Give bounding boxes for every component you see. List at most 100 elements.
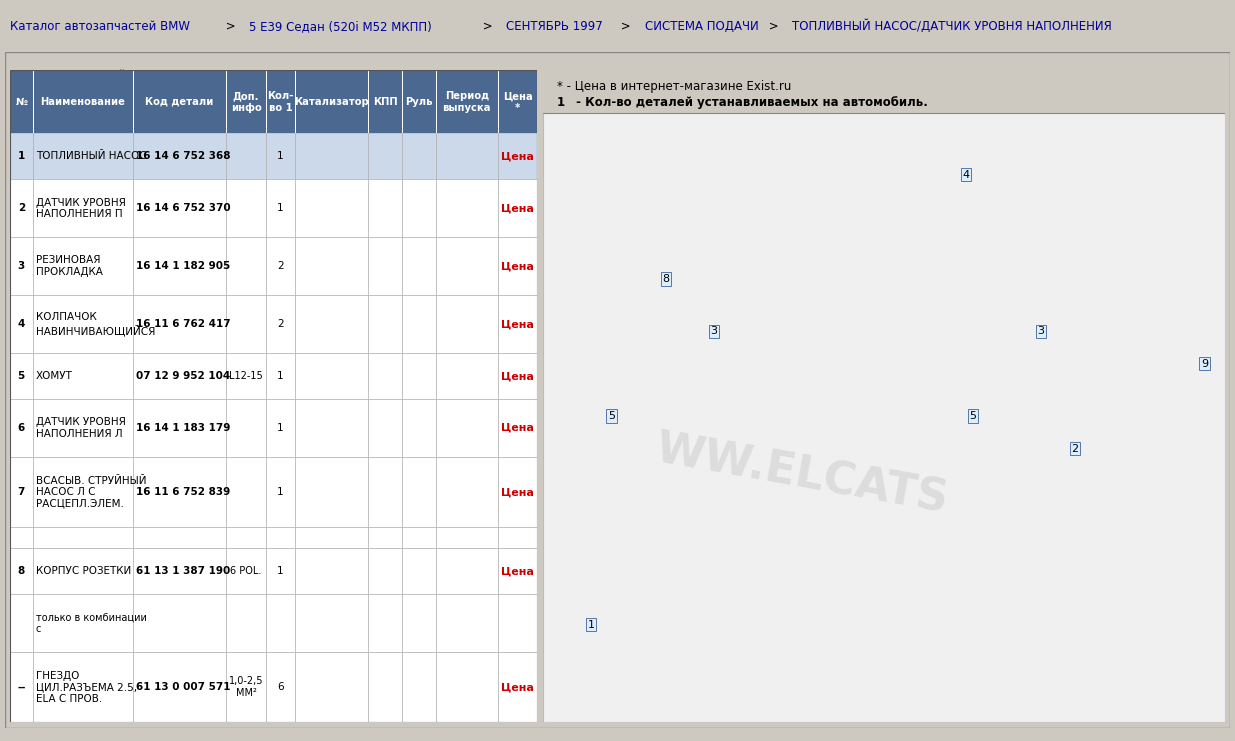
Bar — [295, 652, 368, 722]
Text: >: > — [764, 20, 782, 33]
Text: 5 E39 Седан (520i M52 МКПП): 5 E39 Седан (520i M52 МКПП) — [249, 20, 432, 33]
Bar — [133, 457, 226, 528]
Bar — [10, 179, 32, 237]
Text: Цена: Цена — [501, 319, 534, 329]
Bar — [133, 237, 226, 295]
Bar — [267, 237, 295, 295]
Bar — [368, 594, 401, 652]
Bar — [133, 548, 226, 594]
Bar — [401, 652, 436, 722]
Text: 5: 5 — [608, 411, 615, 421]
Bar — [267, 295, 295, 353]
Bar — [436, 652, 498, 722]
Text: 1: 1 — [557, 96, 566, 110]
Text: СЕНТЯБРЬ 1997: СЕНТЯБРЬ 1997 — [506, 20, 603, 33]
Text: 6: 6 — [278, 682, 284, 692]
Bar — [401, 179, 436, 237]
Bar — [267, 457, 295, 528]
Bar — [401, 528, 436, 548]
Bar — [401, 133, 436, 179]
Bar — [267, 528, 295, 548]
Bar — [295, 179, 368, 237]
Bar — [368, 237, 401, 295]
Text: Цена: Цена — [501, 423, 534, 433]
Text: Период
выпуска: Период выпуска — [442, 91, 492, 113]
Bar — [436, 353, 498, 399]
Bar — [267, 70, 295, 133]
Text: ХОМУТ: ХОМУТ — [36, 371, 73, 381]
Text: L12-15: L12-15 — [230, 371, 263, 381]
Text: 7: 7 — [17, 487, 25, 497]
Bar — [295, 70, 368, 133]
Text: 1,0-2,5
ММ²: 1,0-2,5 ММ² — [228, 677, 263, 698]
Text: СИСТЕМА ПОДАЧИ: СИСТЕМА ПОДАЧИ — [645, 20, 758, 33]
Bar — [267, 133, 295, 179]
Bar — [32, 594, 133, 652]
Bar — [368, 652, 401, 722]
Text: 1: 1 — [278, 423, 284, 433]
Text: 1: 1 — [278, 371, 284, 381]
Text: ДАТЧИК УРОВНЯ
НАПОЛНЕНИЯ Л: ДАТЧИК УРОВНЯ НАПОЛНЕНИЯ Л — [36, 417, 126, 439]
Text: 1: 1 — [278, 203, 284, 213]
Bar — [436, 70, 498, 133]
Bar — [226, 70, 267, 133]
Text: КПП: КПП — [373, 97, 398, 107]
Bar — [436, 528, 498, 548]
Text: Наименование: Наименование — [41, 97, 126, 107]
Bar — [401, 237, 436, 295]
Bar — [498, 548, 537, 594]
Bar — [498, 179, 537, 237]
Bar — [32, 528, 133, 548]
Bar — [498, 457, 537, 528]
Text: Руль: Руль — [405, 97, 432, 107]
Text: * - Цена в интернет-магазине Exist.ru: * - Цена в интернет-магазине Exist.ru — [557, 80, 792, 93]
Text: Цена: Цена — [501, 203, 534, 213]
Bar — [10, 353, 32, 399]
Bar — [401, 399, 436, 457]
Bar — [133, 399, 226, 457]
Text: - Кол-во деталей устанавливаемых на автомобиль.: - Кол-во деталей устанавливаемых на авто… — [572, 96, 927, 110]
Bar — [368, 548, 401, 594]
Text: 1: 1 — [17, 151, 25, 162]
Bar — [267, 399, 295, 457]
Bar — [10, 594, 32, 652]
Bar — [226, 594, 267, 652]
Bar — [436, 457, 498, 528]
Bar — [436, 295, 498, 353]
Text: >: > — [222, 20, 240, 33]
Bar — [32, 457, 133, 528]
Bar — [401, 548, 436, 594]
Bar — [267, 652, 295, 722]
Text: 07 12 9 952 104: 07 12 9 952 104 — [136, 371, 230, 381]
Bar — [401, 70, 436, 133]
Bar — [133, 353, 226, 399]
Bar — [32, 295, 133, 353]
Text: Каталог автозапчастей BMW: Каталог автозапчастей BMW — [10, 20, 190, 33]
Bar — [10, 457, 32, 528]
Bar — [10, 237, 32, 295]
Text: 1: 1 — [278, 151, 284, 162]
Bar — [133, 295, 226, 353]
Text: 5: 5 — [969, 411, 977, 421]
Text: Цена: Цена — [501, 371, 534, 381]
Text: 16 14 1 183 179: 16 14 1 183 179 — [136, 423, 230, 433]
Bar — [10, 399, 32, 457]
Bar — [295, 594, 368, 652]
Text: ТОПЛИВНЫЙ НАСОС/ДАТЧИК УРОВНЯ НАПОЛНЕНИЯ: ТОПЛИВНЫЙ НАСОС/ДАТЧИК УРОВНЯ НАПОЛНЕНИЯ — [792, 20, 1112, 33]
Bar — [295, 457, 368, 528]
Bar — [498, 70, 537, 133]
Text: ГНЕЗДО
ЦИЛ.РАЗЪЕМА 2.5,
ELA С ПРОВ.: ГНЕЗДО ЦИЛ.РАЗЪЕМА 2.5, ELA С ПРОВ. — [36, 671, 137, 704]
Text: Цена: Цена — [501, 262, 534, 271]
Bar — [10, 548, 32, 594]
Text: 16 11 6 752 839: 16 11 6 752 839 — [136, 487, 230, 497]
Bar — [436, 399, 498, 457]
Bar — [295, 133, 368, 179]
Bar — [295, 237, 368, 295]
Bar — [401, 353, 436, 399]
Bar — [498, 652, 537, 722]
Bar — [498, 594, 537, 652]
Bar — [32, 548, 133, 594]
Bar — [436, 237, 498, 295]
Bar — [226, 133, 267, 179]
Bar — [10, 133, 32, 179]
